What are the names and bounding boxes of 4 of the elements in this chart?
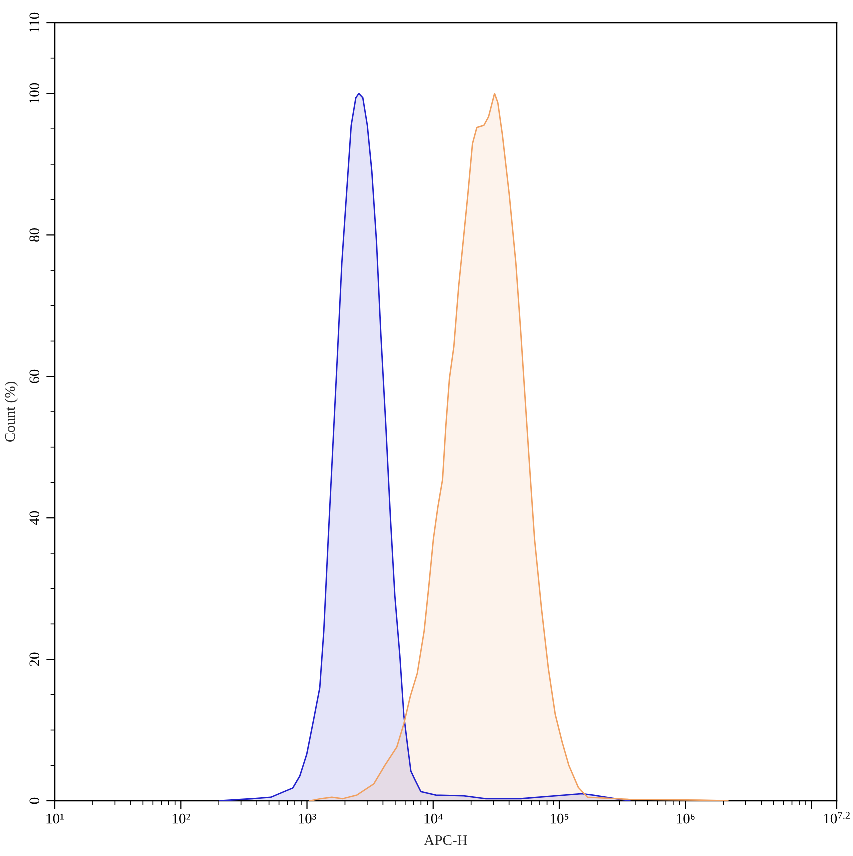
y-tick-label: 110 — [30, 12, 40, 32]
y-tick-label: 80 — [30, 228, 40, 242]
y-tick-label: 60 — [30, 370, 40, 384]
y-tick-label: 100 — [30, 83, 40, 104]
